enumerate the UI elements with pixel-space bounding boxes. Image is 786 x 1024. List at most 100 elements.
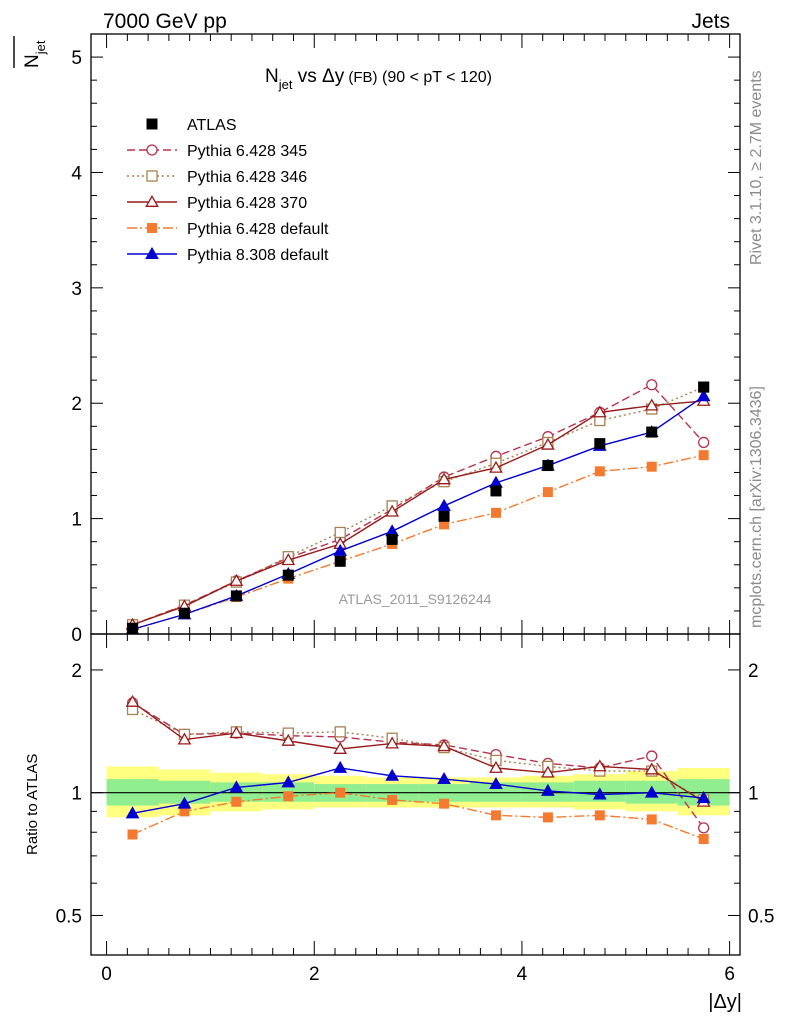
svg-text:Njet: Njet bbox=[22, 40, 48, 68]
ratio-point bbox=[333, 741, 348, 754]
ratio-point bbox=[541, 765, 555, 778]
legend-marker bbox=[147, 223, 157, 233]
main-title: Njet vs Δy (FB) (90 < pT < 120) bbox=[265, 66, 492, 92]
ratio-point bbox=[644, 785, 659, 798]
data-point bbox=[127, 622, 139, 634]
legend-label: Pythia 6.428 370 bbox=[187, 195, 307, 212]
legend-marker bbox=[146, 170, 158, 182]
ratio-point bbox=[696, 791, 711, 804]
ratio-point bbox=[698, 834, 709, 845]
legend-entry: Pythia 6.428 345 bbox=[127, 143, 307, 160]
mcplots-label: mcplots.cern.ch [arXiv:1306.3436] bbox=[748, 386, 765, 628]
data-point bbox=[230, 590, 242, 602]
ratio-frame bbox=[90, 633, 741, 956]
ratio-point bbox=[283, 791, 294, 802]
data-point bbox=[334, 526, 346, 539]
ratio-point bbox=[335, 787, 346, 798]
ratio-point bbox=[385, 736, 400, 749]
data-point bbox=[438, 510, 450, 522]
ratio-point bbox=[385, 768, 400, 781]
ratio-point bbox=[541, 783, 555, 796]
ratio-panel bbox=[91, 694, 740, 845]
data-point bbox=[334, 555, 346, 567]
series-line bbox=[132, 395, 705, 631]
ratio-point bbox=[229, 726, 244, 739]
data-point bbox=[646, 426, 658, 438]
data-point bbox=[594, 438, 606, 450]
legend-label: Pythia 6.428 default bbox=[187, 221, 329, 238]
ratio-line bbox=[132, 767, 704, 815]
data-point bbox=[592, 405, 607, 418]
x-tick-label: 4 bbox=[517, 964, 528, 985]
ratio-point bbox=[229, 780, 244, 793]
ratio-point bbox=[125, 694, 140, 707]
ratio-point bbox=[127, 829, 138, 840]
legend-label: Pythia 6.428 345 bbox=[187, 143, 307, 160]
series-atlas bbox=[127, 381, 710, 634]
ratio-point bbox=[646, 750, 658, 762]
legend-entry: Pythia 8.308 default bbox=[127, 246, 329, 264]
ratio-point bbox=[437, 739, 451, 752]
ratio-point bbox=[177, 796, 192, 809]
data-point bbox=[333, 543, 348, 556]
y-tick-label: 5 bbox=[71, 48, 82, 69]
ratio-y-tick-label: 0.5 bbox=[56, 906, 82, 927]
ratio-y-tick-label: 1 bbox=[71, 784, 82, 805]
data-point bbox=[178, 607, 190, 619]
data-point bbox=[439, 519, 450, 530]
data-point bbox=[696, 389, 711, 402]
ratio-point bbox=[334, 726, 346, 738]
x-axis-label: |Δy| bbox=[708, 991, 742, 1013]
data-point bbox=[698, 436, 710, 449]
data-point bbox=[282, 569, 294, 581]
legend-label: Pythia 6.428 346 bbox=[187, 169, 307, 186]
ratio-series-pythia-6-428-default bbox=[127, 787, 709, 845]
ratio-y-tick-label-right: 0.5 bbox=[748, 906, 774, 927]
ratio-line bbox=[132, 701, 705, 803]
y-tick-label: 3 bbox=[71, 279, 82, 300]
y-tick-label: 2 bbox=[71, 394, 82, 415]
data-point bbox=[386, 533, 398, 545]
ratio-point bbox=[592, 759, 607, 772]
ratio-y-tick-label: 2 bbox=[71, 661, 82, 682]
legend-marker bbox=[146, 144, 158, 156]
legend: ATLAS Pythia 6.428 345 Pythia 6.428 346 Pyt… bbox=[127, 117, 329, 264]
ratio-line bbox=[132, 792, 704, 840]
analysis-watermark: ATLAS_2011_S9126244 bbox=[339, 591, 492, 607]
data-point bbox=[542, 487, 553, 498]
ratio-point bbox=[231, 796, 242, 807]
data-point bbox=[229, 573, 244, 586]
data-point bbox=[385, 504, 400, 517]
y-tick-label: 0 bbox=[71, 625, 82, 646]
ratio-point bbox=[490, 810, 501, 821]
data-point bbox=[437, 472, 451, 485]
ratio-point bbox=[646, 814, 657, 825]
ratio-point bbox=[125, 806, 140, 819]
ratio-point bbox=[437, 772, 451, 785]
ratio-point bbox=[698, 822, 710, 834]
ratio-point bbox=[387, 794, 398, 805]
uncertainty-bands bbox=[106, 766, 730, 818]
ratio-ylabel: Ratio to ATLAS bbox=[24, 754, 41, 855]
ratio-axis-ticks: 0.5 0.5 1 1 2 2 0 2 4 6 bbox=[56, 634, 774, 985]
data-point bbox=[437, 498, 451, 511]
ratio-line bbox=[132, 702, 705, 829]
ratio-point bbox=[489, 760, 503, 773]
ratio-y-tick-label-right: 1 bbox=[748, 784, 759, 805]
data-point bbox=[646, 461, 657, 472]
main-axis-ticks: 0 1 2 3 4 5 bbox=[71, 33, 740, 646]
ratio-point bbox=[439, 798, 450, 809]
legend-label: Pythia 8.308 default bbox=[187, 247, 329, 264]
ratio-point bbox=[333, 760, 348, 773]
data-point bbox=[698, 450, 709, 461]
legend-entry: Pythia 6.428 346 bbox=[127, 169, 307, 186]
ratio-point bbox=[489, 777, 503, 790]
data-point bbox=[542, 460, 554, 472]
data-point bbox=[489, 460, 503, 473]
legend-marker bbox=[146, 118, 158, 130]
data-point bbox=[490, 507, 501, 518]
header-left: 7000 GeV pp bbox=[103, 10, 227, 33]
ratio-series-pythia-8-308-default bbox=[125, 760, 711, 819]
y-tick-label: 4 bbox=[71, 163, 82, 184]
